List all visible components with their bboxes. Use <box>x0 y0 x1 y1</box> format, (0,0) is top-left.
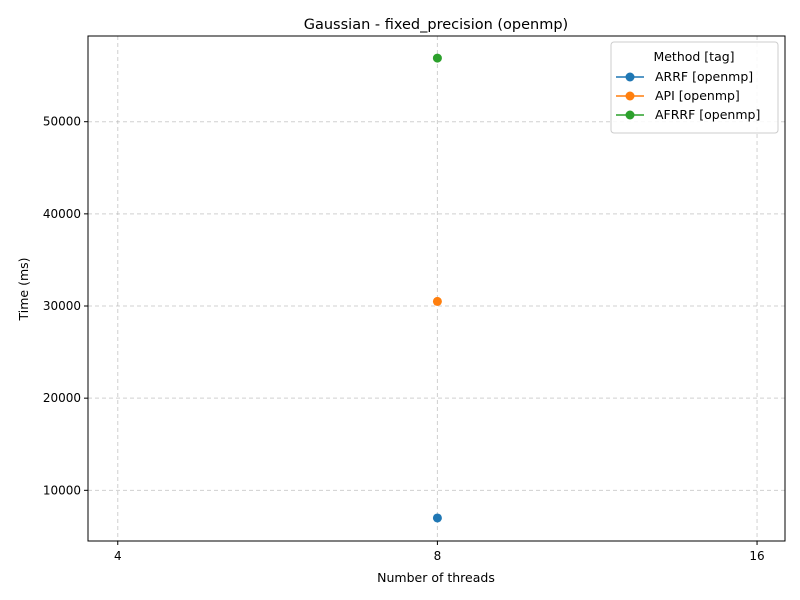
legend-title: Method [tag] <box>653 49 734 64</box>
x-tick-label: 4 <box>114 549 122 563</box>
x-tick-label: 8 <box>434 549 442 563</box>
plot-area <box>432 53 442 523</box>
data-point-0-0 <box>432 513 442 523</box>
legend: Method [tag] ARRF [openmp] API [openmp] AF… <box>610 41 779 134</box>
legend-label: API [openmp] <box>655 88 740 103</box>
x-axis-label: Number of threads <box>377 570 495 585</box>
legend-label: AFRRF [openmp] <box>655 107 760 122</box>
legend-marker <box>625 110 635 120</box>
x-tick-label: 16 <box>749 549 764 563</box>
y-tick-label: 40000 <box>43 207 81 221</box>
legend-marker <box>625 72 635 82</box>
legend-marker <box>625 91 635 101</box>
legend-box <box>610 41 779 134</box>
y-axis-label: Time (ms) <box>16 257 31 321</box>
y-tick-label: 50000 <box>43 115 81 129</box>
legend-label: ARRF [openmp] <box>655 69 753 84</box>
y-tick-label: 10000 <box>43 483 81 497</box>
data-point-1-0 <box>432 296 442 306</box>
y-tick-label: 30000 <box>43 299 81 313</box>
chart-title: Gaussian - fixed_precision (openmp) <box>304 17 568 33</box>
axis-ticks: 4 8 16 10000 20000 30000 40000 50000 <box>43 115 765 563</box>
data-point-2-0 <box>432 53 442 63</box>
y-tick-label: 20000 <box>43 391 81 405</box>
axes-frame <box>87 35 786 542</box>
